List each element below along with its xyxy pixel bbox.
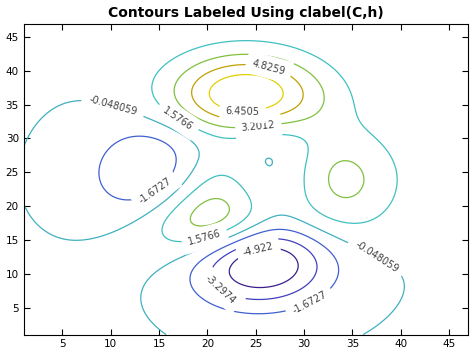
Text: 3.2012: 3.2012	[241, 120, 276, 133]
Text: -4.922: -4.922	[242, 241, 275, 258]
Text: -3.2974: -3.2974	[203, 273, 237, 306]
Text: -1.6727: -1.6727	[137, 176, 174, 206]
Title: Contours Labeled Using clabel(C,h): Contours Labeled Using clabel(C,h)	[108, 6, 384, 20]
Text: -0.048059: -0.048059	[353, 239, 401, 274]
Text: 1.5766: 1.5766	[187, 229, 222, 247]
Text: -1.6727: -1.6727	[291, 290, 328, 316]
Text: 1.5766: 1.5766	[161, 105, 195, 132]
Text: 6.4505: 6.4505	[226, 105, 260, 117]
Text: -0.048059: -0.048059	[88, 94, 138, 118]
Text: 4.8259: 4.8259	[251, 58, 287, 77]
